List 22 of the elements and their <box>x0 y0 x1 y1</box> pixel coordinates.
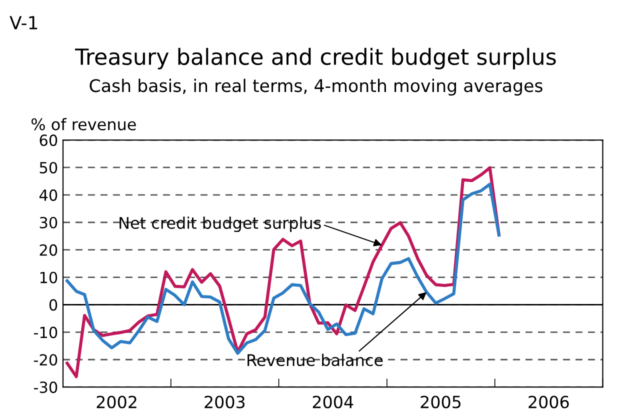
y-tick-label: -30 <box>34 382 58 394</box>
y-tick-label: 40 <box>39 189 58 201</box>
y-tick-label: 30 <box>40 216 58 228</box>
series-label: Revenue balance <box>248 354 383 366</box>
y-tick-label: 50 <box>40 162 58 174</box>
x-tick-label: 2004 <box>312 396 354 408</box>
y-tick-label: -10 <box>34 326 58 338</box>
x-tick-label: 2003 <box>204 396 245 408</box>
y-tick-label: 20 <box>40 244 58 256</box>
chart-subtitle: Cash basis, in real terms, 4-month moving averages <box>90 78 542 96</box>
y-axis-title: % of revenue <box>32 118 136 130</box>
x-tick-label: 2005 <box>420 396 461 408</box>
y-tick-label: 10 <box>40 272 58 284</box>
y-tick-label: 0 <box>49 299 58 311</box>
x-tick-label: 2002 <box>96 396 136 408</box>
y-tick-label: -20 <box>34 354 58 366</box>
series-label: Net credit budget surplus <box>120 216 321 232</box>
y-tick-label: 60 <box>40 134 58 146</box>
text: V-1 <box>10 16 38 30</box>
chart-title: Treasury balance and credit budget surplus <box>75 48 556 70</box>
line-series <box>66 182 501 355</box>
x-tick-label: 2006 <box>528 396 569 408</box>
